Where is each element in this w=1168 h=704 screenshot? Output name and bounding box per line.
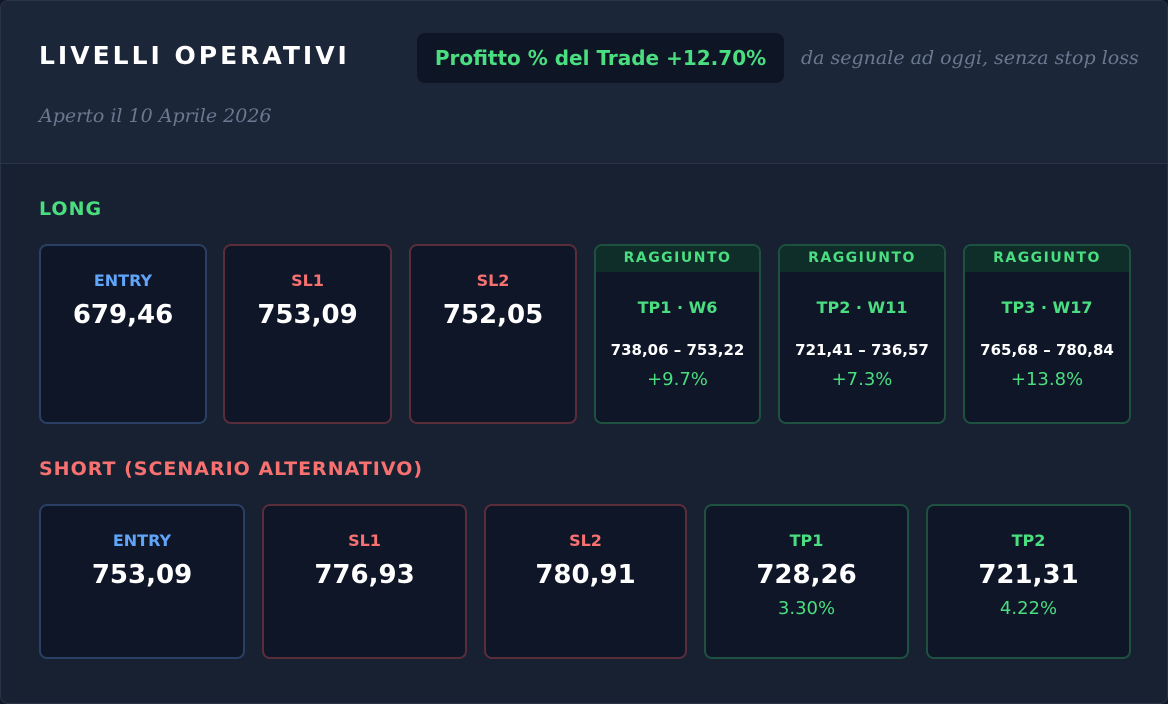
card: SL1 776,93 — [262, 504, 467, 659]
label: ENTRY — [112, 531, 172, 550]
range: 738,06 – 753,22 — [610, 341, 745, 359]
card: TP1 728,26 3.30% — [704, 504, 909, 659]
status: RAGGIUNTO — [596, 246, 759, 272]
card: RAGGIUNTO TP2 · W11 721,41 – 736,57 +7.3% — [778, 244, 946, 424]
value: 728,26 — [756, 560, 857, 590]
card: SL2 752,05 — [409, 244, 577, 424]
label: TP1 — [789, 531, 824, 550]
label: ENTRY — [93, 271, 153, 290]
value: 721,31 — [978, 560, 1079, 590]
status: RAGGIUNTO — [965, 246, 1129, 272]
value: 753,09 — [91, 560, 193, 590]
change: 4.22% — [999, 598, 1058, 619]
value: 753,09 — [257, 300, 358, 330]
status: RAGGIUNTO — [780, 246, 944, 272]
profit-badge: Profitto % del Trade +12.70% — [417, 33, 784, 83]
card: ENTRY 753,09 — [39, 504, 245, 659]
change: +7.3% — [831, 369, 893, 390]
card: RAGGIUNTO TP3 · W17 765,68 – 780,84 +13.8% — [963, 244, 1131, 424]
label: SL1 — [348, 531, 381, 550]
card: ENTRY 679,46 — [39, 244, 207, 424]
change: +9.7% — [647, 369, 708, 390]
value: 679,46 — [72, 300, 174, 330]
value: 752,05 — [442, 300, 544, 330]
note: da segnale ad oggi, senza stop loss — [801, 47, 1139, 69]
value: 780,91 — [535, 560, 636, 590]
section-title: LONG — [39, 198, 103, 220]
value: 776,93 — [314, 560, 415, 590]
label: SL2 — [476, 271, 510, 290]
label: TP2 · W11 — [816, 298, 908, 317]
range: 765,68 – 780,84 — [980, 341, 1114, 359]
label: TP1 · W6 — [637, 298, 718, 317]
label: SL1 — [291, 271, 324, 290]
card: SL1 753,09 — [223, 244, 392, 424]
label: TP2 — [1011, 531, 1046, 550]
header: LIVELLI OPERATIVI Profitto % del Trade +… — [1, 1, 1167, 164]
card: SL2 780,91 — [484, 504, 687, 659]
range: 721,41 – 736,57 — [795, 341, 929, 359]
label: TP3 · W17 — [1001, 298, 1093, 317]
label: SL2 — [569, 531, 602, 550]
title: LIVELLI OPERATIVI — [39, 41, 350, 70]
section-title: SHORT (SCENARIO ALTERNATIVO) — [39, 458, 424, 480]
card: TP2 721,31 4.22% — [926, 504, 1131, 659]
card: RAGGIUNTO TP1 · W6 738,06 – 753,22 +9.7% — [594, 244, 761, 424]
change: 3.30% — [777, 598, 836, 619]
change: +13.8% — [1010, 369, 1084, 390]
opened-date: Aperto il 10 Aprile 2026 — [39, 105, 272, 127]
